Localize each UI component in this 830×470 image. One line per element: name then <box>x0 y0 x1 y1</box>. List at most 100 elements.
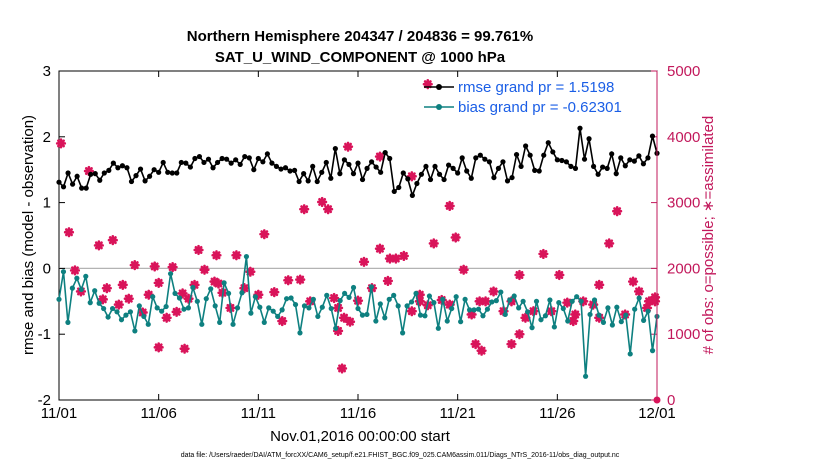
bias-point <box>373 318 379 324</box>
bias-point <box>556 300 562 306</box>
rmse-point <box>645 155 651 161</box>
bias-point <box>60 269 67 275</box>
rmse-point <box>319 169 325 175</box>
bias-point <box>551 324 557 330</box>
obs-point <box>458 264 469 275</box>
chart-subtitle: SAT_U_WIND_COMPONENT @ 1000 hPa <box>215 49 506 66</box>
bias-point <box>560 305 566 312</box>
rmse-point <box>554 157 560 163</box>
rmse-point <box>246 155 252 161</box>
rmse-point <box>590 163 597 170</box>
bias-point <box>413 290 419 297</box>
obs-point <box>627 276 639 287</box>
rmse-point <box>622 163 628 169</box>
obs-point <box>384 253 395 264</box>
obs-point <box>199 264 210 275</box>
bias-point <box>279 307 285 313</box>
rmse-point <box>74 173 80 179</box>
rmse-point <box>368 159 375 165</box>
obs-point <box>480 296 491 307</box>
bias-point <box>324 292 330 298</box>
bias-point <box>587 311 593 318</box>
right-y-axis-ticks: 0 1000 2000 3000 4000 5000 <box>651 63 700 409</box>
rmse-point <box>509 174 515 181</box>
bias-point <box>422 313 428 319</box>
rmse-point <box>242 153 248 160</box>
obs-point <box>649 296 661 307</box>
rmse-point <box>337 171 343 177</box>
bias-point <box>502 311 508 318</box>
plot-area <box>58 70 658 401</box>
bias-point <box>234 305 241 311</box>
bias-point <box>292 301 299 308</box>
obs-point <box>171 306 182 317</box>
obs-point <box>193 244 204 256</box>
bias-point <box>172 290 178 297</box>
obs-point <box>466 309 477 320</box>
rmse-point <box>550 149 556 155</box>
obs-point <box>177 288 188 299</box>
bias-point <box>176 295 183 301</box>
rmse-point <box>69 181 76 187</box>
right-y-tick-label: 1000 <box>667 326 700 343</box>
bias-point <box>96 300 102 306</box>
bias-point <box>542 313 549 319</box>
rmse-point <box>473 155 479 161</box>
bias-point <box>56 296 62 302</box>
bias-point <box>449 305 455 312</box>
bias-point <box>78 286 84 293</box>
legend-rmse-label: rmse grand pr = 1.5198 <box>458 79 614 96</box>
bias-point <box>221 280 227 286</box>
rmse-point <box>613 171 619 177</box>
rmse-point <box>604 165 610 171</box>
rmse-point <box>287 168 293 174</box>
bias-point <box>417 312 424 318</box>
bias-point <box>333 325 339 331</box>
bias-point <box>623 312 629 318</box>
bias-point <box>574 294 580 300</box>
obs-point <box>398 250 409 261</box>
rmse-point <box>151 167 157 173</box>
bias-point <box>649 348 656 354</box>
left-y-tick-label: 3 <box>43 63 51 80</box>
bias-point <box>600 319 607 325</box>
bias-point <box>315 313 321 320</box>
bias-point <box>400 330 406 336</box>
rmse-point <box>79 185 85 191</box>
bias-point <box>319 304 325 310</box>
obs-point <box>113 299 124 310</box>
rmse-point <box>83 185 89 191</box>
bias-point <box>565 318 571 324</box>
rmse-point <box>291 167 298 173</box>
bias-point <box>386 296 392 302</box>
rmse-point <box>577 125 583 131</box>
rmse-point <box>142 178 148 184</box>
obs-point <box>514 329 525 340</box>
bias-point <box>368 284 374 290</box>
legend: rmse grand pr = 1.5198 bias grand pr = -… <box>424 79 622 116</box>
rmse-point <box>378 169 384 175</box>
bias-point <box>516 305 522 311</box>
bias-point <box>199 321 205 327</box>
x-tick-label: 11/11 <box>241 405 276 422</box>
obs-point <box>107 235 118 246</box>
rmse-point <box>459 155 465 161</box>
rmse-point <box>609 151 615 157</box>
bias-point <box>275 313 281 320</box>
bias-series <box>56 253 660 379</box>
obs-point <box>322 204 334 215</box>
obs-point <box>444 200 455 211</box>
rmse-point <box>387 155 393 162</box>
rmse-point <box>396 184 402 191</box>
left-y-tick-label: -1 <box>38 326 51 343</box>
rmse-point <box>500 159 506 165</box>
rmse-point <box>328 175 334 181</box>
obs-point <box>328 292 340 304</box>
obs-point <box>342 141 354 152</box>
right-y-tick-label: 5000 <box>667 63 700 80</box>
rmse-point <box>169 170 175 176</box>
right-y-tick-label: 0 <box>667 392 675 409</box>
rmse-point <box>532 167 538 173</box>
rmse-point <box>332 146 338 152</box>
bias-point <box>167 271 174 277</box>
